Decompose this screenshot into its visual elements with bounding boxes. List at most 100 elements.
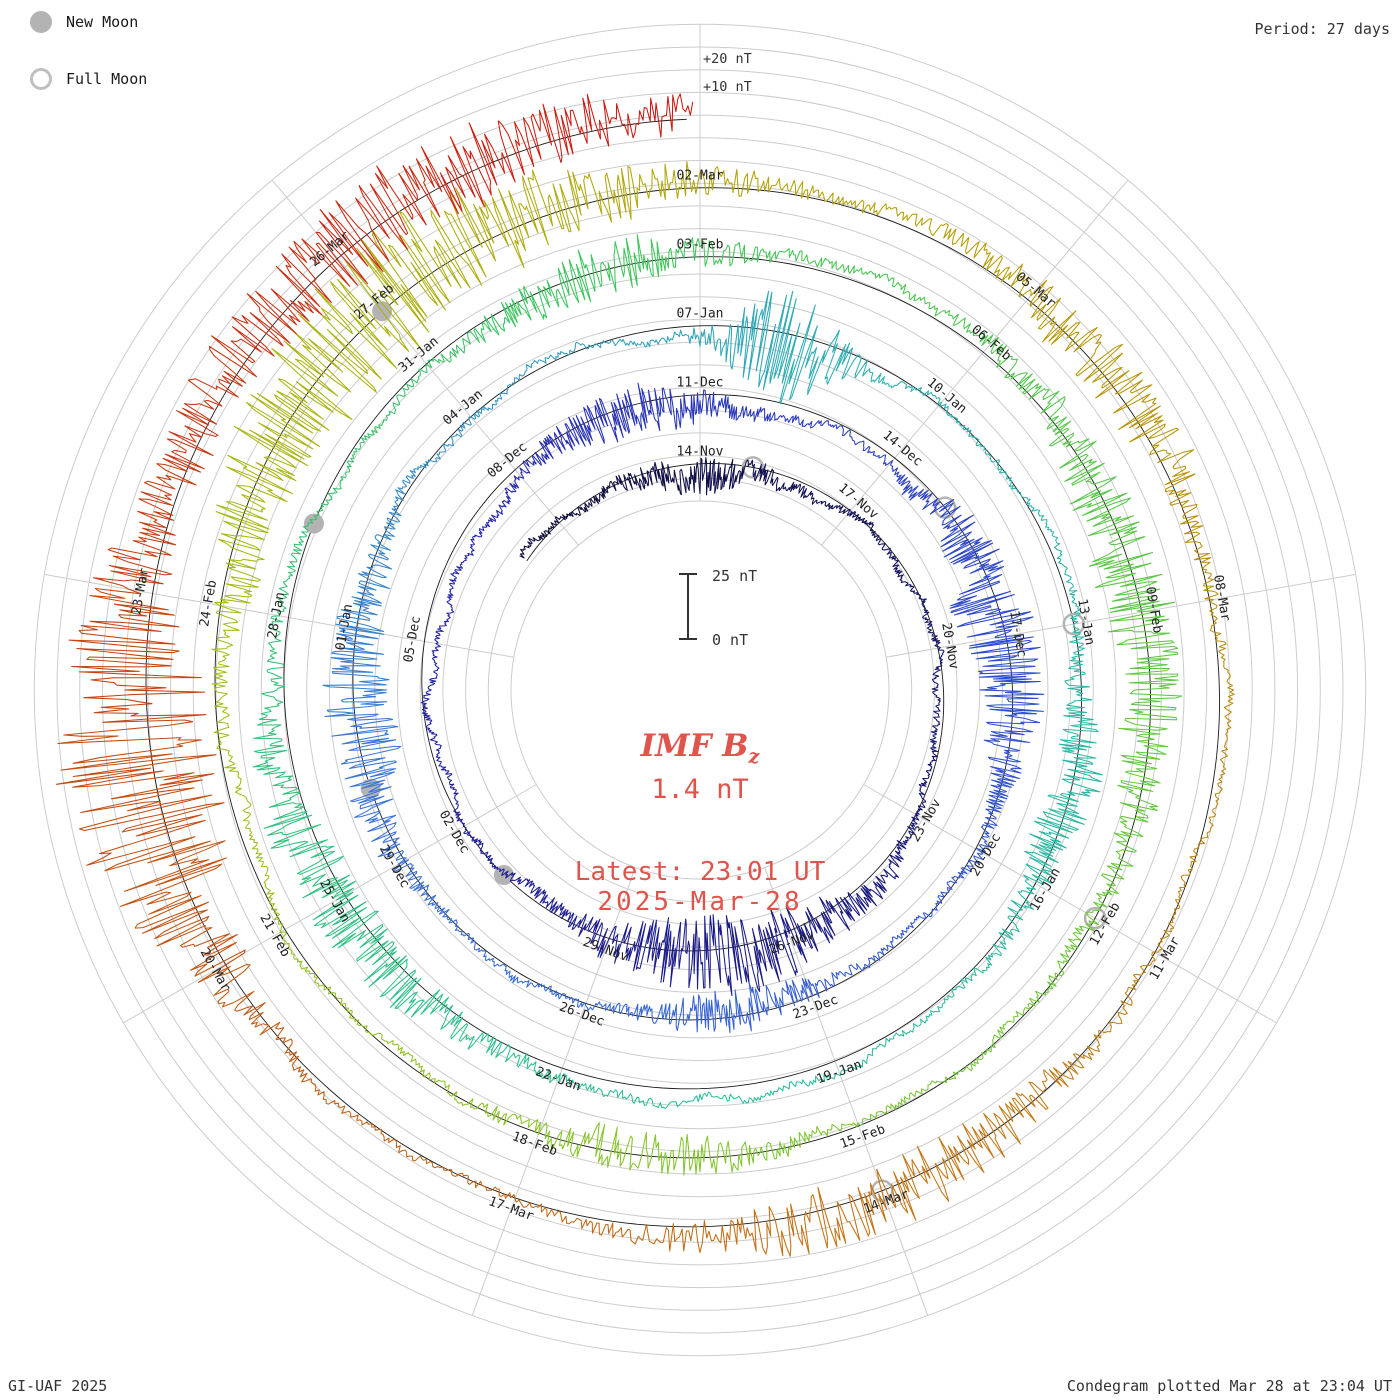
bz-trace-segment — [938, 498, 1000, 569]
bz-trace-segment — [600, 467, 649, 500]
bz-trace-segment — [653, 1091, 750, 1110]
bz-trace-segment — [749, 1071, 842, 1103]
bz-trace-segment — [1029, 911, 1100, 1003]
bz-trace-segment — [564, 389, 636, 447]
full-moon-label: Full Moon — [66, 70, 148, 88]
bz-trace-segment — [515, 1199, 639, 1245]
new-moon-marker — [493, 865, 514, 885]
bz-trace-segment — [449, 528, 485, 585]
date-label: 05-Dec — [401, 615, 424, 664]
bz-trace-segment — [600, 234, 699, 293]
bz-trace-segment — [698, 389, 766, 422]
bz-trace-segment — [697, 238, 803, 267]
bz-trace-segment — [420, 644, 441, 708]
new-moon-icon — [30, 11, 52, 33]
bz-trace-segment — [360, 365, 428, 443]
date-label: 08-Mar — [1210, 574, 1233, 623]
date-label: 17-Mar — [486, 1194, 535, 1224]
bz-trace-segment — [928, 223, 1032, 298]
date-label: 03-Feb — [677, 237, 724, 252]
chart-title: IMF Bz — [0, 728, 1400, 768]
bz-trace-segment — [662, 989, 742, 1034]
bz-trace-segment — [798, 485, 851, 515]
bz-trace-segment — [449, 169, 582, 269]
bz-trace-segment — [755, 1122, 861, 1161]
bz-trace-segment — [860, 1071, 957, 1126]
new-moon-label: New Moon — [66, 13, 139, 31]
bz-trace-segment — [886, 547, 919, 596]
bz-trace-segment — [988, 336, 1066, 430]
bz-trace-segment — [698, 457, 754, 496]
grid-spoke — [863, 784, 1278, 1024]
bz-trace-segment — [504, 249, 603, 328]
bz-trace-segment — [519, 423, 576, 479]
date-label: 11-Mar — [1147, 934, 1184, 982]
bz-trace-segment — [434, 583, 455, 646]
date-label: 11-Dec — [677, 375, 724, 390]
date-label: 14-Nov — [677, 444, 724, 459]
bz-trace-segment — [554, 493, 601, 524]
grid-circle — [465, 455, 935, 925]
bz-trace-segment — [1202, 718, 1232, 839]
bz-trace-segment — [839, 866, 900, 922]
bz-trace-segment — [953, 997, 1036, 1076]
bz-trace-segment — [324, 711, 402, 790]
bz-trace-segment — [343, 199, 487, 349]
bz-trace-segment — [920, 956, 993, 1024]
bz-trace-segment — [533, 339, 617, 364]
bz-trace-segment — [307, 441, 365, 524]
bz-trace-segment — [226, 378, 330, 503]
bz-trace-segment — [646, 461, 700, 496]
bz-trace-segment — [1064, 621, 1093, 711]
date-label: 28-Jan — [265, 591, 288, 640]
bz-trace-segment — [444, 1081, 544, 1135]
bz-trace-segment — [969, 634, 1045, 707]
new-moon-marker — [304, 513, 324, 534]
bz-trace-segment — [510, 975, 587, 1008]
bz-trace-segment — [162, 335, 258, 473]
bz-trace-segment — [784, 896, 852, 963]
bz-trace-segment — [230, 238, 359, 362]
bz-trace-segment — [197, 963, 302, 1073]
date-label: 22-Jan — [534, 1064, 583, 1094]
grid-spoke — [886, 573, 1356, 658]
date-label: 21-Feb — [256, 912, 293, 960]
bz-trace-segment — [738, 977, 814, 1032]
bz-trace-segment — [1117, 712, 1178, 823]
bz-trace-segment — [840, 1023, 922, 1073]
bz-trace-segment — [425, 302, 517, 369]
bz-trace-segment — [55, 721, 225, 872]
full-moon-icon — [30, 68, 52, 90]
bz-trace-segment — [468, 361, 535, 420]
bz-trace-segment — [519, 520, 559, 559]
bz-trace-segment — [271, 278, 410, 421]
date-label: 18-Feb — [510, 1129, 559, 1159]
bz-trace-segment — [934, 847, 984, 911]
bz-trace-segment — [104, 840, 246, 983]
bz-trace-segment — [1086, 951, 1159, 1056]
bz-trace-segment — [322, 627, 390, 713]
bz-trace-segment — [439, 103, 569, 215]
grid-circle — [510, 500, 890, 880]
bz-trace-segment — [751, 463, 802, 492]
bz-trace-segment — [542, 1122, 649, 1171]
bz-trace-segment — [440, 766, 465, 828]
date-label: 02-Mar — [677, 168, 724, 183]
date-label: 20-Mar — [197, 946, 234, 994]
bz-trace-segment — [807, 955, 880, 999]
bz-trace-segment — [1086, 512, 1176, 613]
chart-title-main: IMF B — [640, 728, 749, 764]
bz-trace-segment — [560, 93, 694, 155]
bz-trace-segment — [272, 522, 309, 617]
latest-date-label: 2025-Mar-28 — [597, 887, 803, 917]
bz-trace-segment — [553, 902, 616, 959]
date-label: 08-Dec — [485, 440, 531, 482]
bz-trace-segment — [918, 594, 941, 648]
bz-trace-segment — [949, 560, 1034, 638]
bz-trace-segment — [1088, 815, 1149, 913]
bz-trace-segment — [312, 891, 408, 988]
bz-trace-segment — [335, 552, 393, 635]
bz-trace-segment — [830, 424, 889, 466]
scale-bar-bottom-label: 0 nT — [712, 631, 748, 649]
